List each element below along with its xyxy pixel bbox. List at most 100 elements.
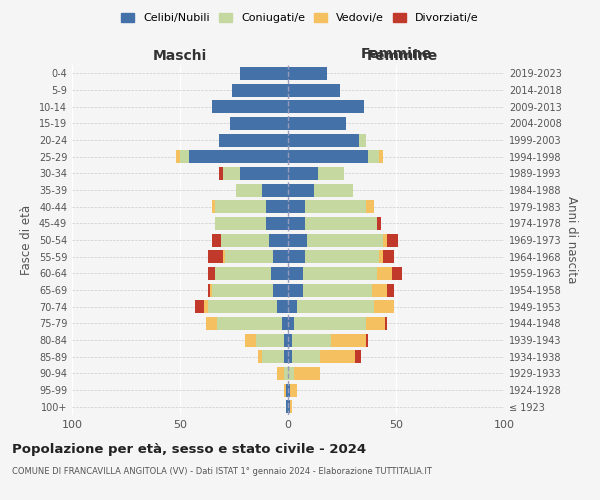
Bar bbox=[245, 334, 256, 346]
Bar bbox=[212, 200, 215, 213]
Bar bbox=[180, 150, 188, 163]
Bar bbox=[355, 350, 361, 363]
Bar bbox=[288, 117, 346, 130]
Bar bbox=[269, 234, 288, 246]
Bar bbox=[232, 84, 288, 96]
Bar bbox=[277, 300, 288, 313]
Bar bbox=[383, 234, 388, 246]
Bar bbox=[215, 200, 266, 213]
Bar bbox=[208, 267, 215, 280]
Bar bbox=[226, 250, 273, 263]
Bar bbox=[320, 350, 355, 363]
Bar bbox=[288, 284, 303, 296]
Bar bbox=[266, 217, 288, 230]
Bar bbox=[208, 250, 223, 263]
Bar bbox=[230, 117, 288, 130]
Bar bbox=[290, 400, 292, 413]
Bar bbox=[292, 350, 320, 363]
Bar bbox=[188, 150, 288, 163]
Bar bbox=[379, 250, 383, 263]
Bar bbox=[305, 217, 377, 230]
Bar bbox=[372, 284, 388, 296]
Text: Popolazione per età, sesso e stato civile - 2024: Popolazione per età, sesso e stato civil… bbox=[12, 442, 366, 456]
Bar bbox=[288, 100, 364, 113]
Bar bbox=[307, 234, 383, 246]
Bar bbox=[288, 267, 303, 280]
Bar bbox=[295, 367, 320, 380]
Bar bbox=[288, 334, 292, 346]
Bar bbox=[368, 150, 379, 163]
Bar bbox=[286, 400, 288, 413]
Bar bbox=[262, 184, 288, 196]
Bar bbox=[366, 334, 368, 346]
Bar bbox=[208, 300, 277, 313]
Bar bbox=[377, 267, 392, 280]
Y-axis label: Fasce di età: Fasce di età bbox=[20, 205, 33, 275]
Text: COMUNE DI FRANCAVILLA ANGITOLA (VV) - Dati ISTAT 1° gennaio 2024 - Elaborazione : COMUNE DI FRANCAVILLA ANGITOLA (VV) - Da… bbox=[12, 468, 432, 476]
Bar bbox=[256, 334, 284, 346]
Bar bbox=[212, 234, 221, 246]
Bar bbox=[241, 167, 288, 180]
Bar bbox=[288, 84, 340, 96]
Text: Femmine: Femmine bbox=[361, 48, 431, 62]
Bar bbox=[303, 284, 372, 296]
Bar bbox=[286, 384, 288, 396]
Bar bbox=[284, 334, 288, 346]
Bar bbox=[385, 317, 388, 330]
Bar bbox=[204, 300, 208, 313]
Bar bbox=[212, 100, 288, 113]
Legend: Celibi/Nubili, Coniugati/e, Vedovi/e, Divorziati/e: Celibi/Nubili, Coniugati/e, Vedovi/e, Di… bbox=[117, 8, 483, 28]
Bar bbox=[366, 317, 385, 330]
Bar bbox=[277, 367, 284, 380]
Bar bbox=[288, 217, 305, 230]
Bar bbox=[318, 167, 344, 180]
Bar bbox=[388, 284, 394, 296]
Bar bbox=[295, 317, 366, 330]
Bar bbox=[305, 250, 379, 263]
Bar bbox=[221, 234, 269, 246]
Bar bbox=[215, 267, 271, 280]
Bar bbox=[366, 200, 374, 213]
Bar bbox=[206, 317, 217, 330]
Bar bbox=[281, 317, 288, 330]
Bar bbox=[288, 134, 359, 146]
Bar bbox=[331, 334, 366, 346]
Bar bbox=[219, 134, 288, 146]
Bar bbox=[290, 384, 296, 396]
Bar bbox=[258, 350, 262, 363]
Bar bbox=[288, 367, 295, 380]
Bar bbox=[217, 317, 281, 330]
Bar bbox=[288, 200, 305, 213]
Bar bbox=[288, 150, 368, 163]
Bar bbox=[288, 167, 318, 180]
Bar bbox=[288, 234, 307, 246]
Bar bbox=[288, 67, 327, 80]
Bar bbox=[284, 384, 286, 396]
Bar bbox=[288, 300, 296, 313]
Bar bbox=[288, 384, 290, 396]
Bar bbox=[292, 334, 331, 346]
Bar bbox=[314, 184, 353, 196]
Text: Femmine: Femmine bbox=[367, 48, 437, 62]
Text: Maschi: Maschi bbox=[153, 48, 207, 62]
Bar bbox=[377, 217, 381, 230]
Bar bbox=[284, 350, 288, 363]
Bar bbox=[271, 267, 288, 280]
Bar bbox=[176, 150, 180, 163]
Bar bbox=[288, 250, 305, 263]
Bar bbox=[223, 250, 226, 263]
Bar bbox=[383, 250, 394, 263]
Bar bbox=[379, 150, 383, 163]
Bar bbox=[374, 300, 394, 313]
Bar bbox=[195, 300, 204, 313]
Bar bbox=[215, 217, 266, 230]
Bar bbox=[273, 284, 288, 296]
Bar bbox=[241, 67, 288, 80]
Bar bbox=[388, 234, 398, 246]
Bar bbox=[303, 267, 377, 280]
Bar bbox=[208, 284, 210, 296]
Bar bbox=[210, 284, 212, 296]
Bar bbox=[288, 184, 314, 196]
Bar bbox=[236, 184, 262, 196]
Bar bbox=[296, 300, 374, 313]
